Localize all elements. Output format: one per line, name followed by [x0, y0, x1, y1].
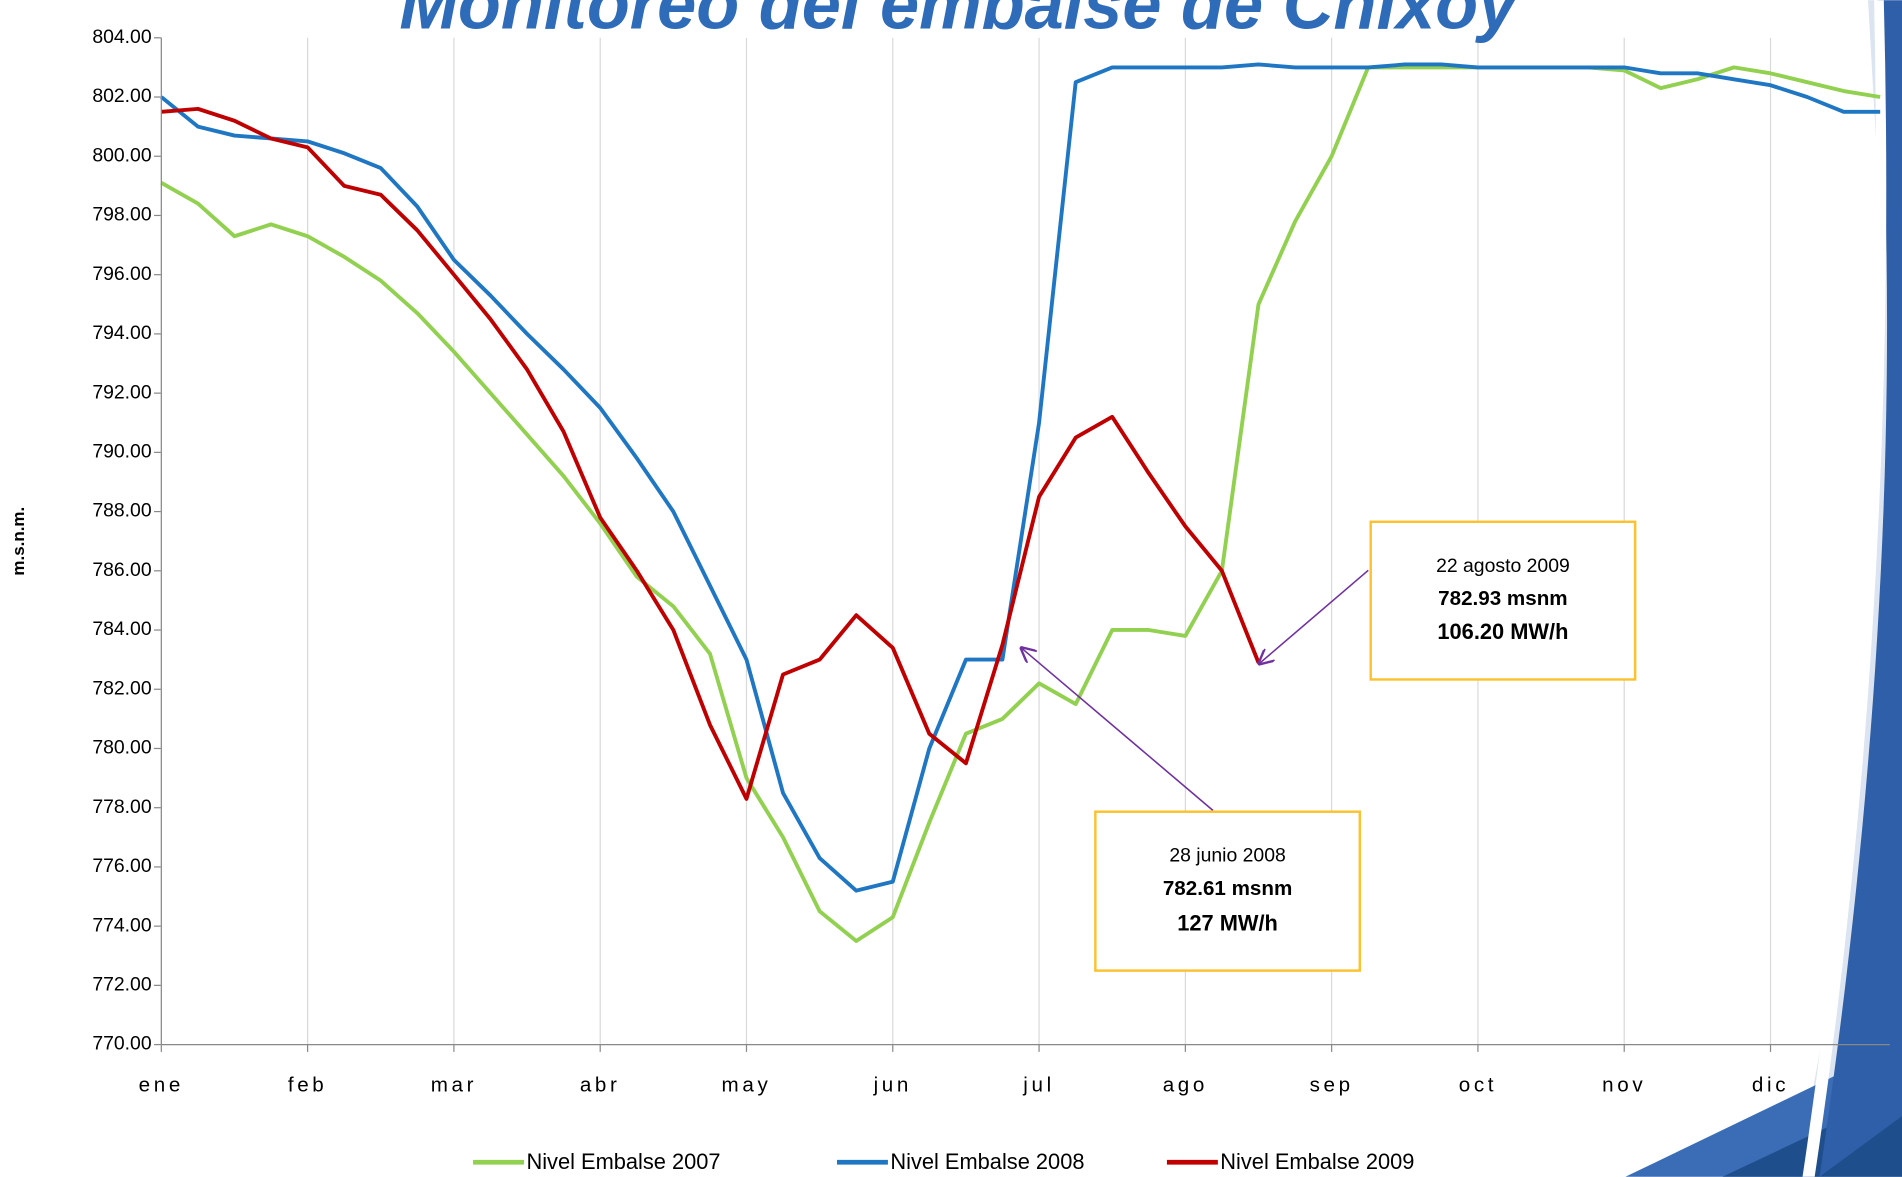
y-tick-label: 792.00 — [92, 381, 152, 403]
y-tick-label: 804.00 — [92, 26, 152, 48]
annotation-box — [1369, 520, 1637, 681]
annotation-text: 106.20 MW/h — [1437, 619, 1568, 644]
annotation-text: 782.61 msnm — [1163, 877, 1292, 900]
x-tick-label: ene — [139, 1073, 184, 1096]
legend-label: Nivel Embalse 2009 — [1220, 1149, 1414, 1174]
x-tick-label: nov — [1602, 1073, 1646, 1096]
legend-label: Nivel Embalse 2008 — [890, 1149, 1084, 1174]
x-tick-label: mar — [431, 1073, 477, 1096]
y-tick-label: 790.00 — [92, 440, 152, 462]
x-tick-label: oct — [1459, 1073, 1497, 1096]
x-tick-label: jun — [873, 1073, 912, 1096]
annotation-text: 127 MW/h — [1177, 910, 1278, 935]
x-tick-label: ago — [1163, 1073, 1208, 1096]
annotation-arrow — [1021, 648, 1214, 812]
x-tick-label: feb — [288, 1073, 328, 1096]
chart-title: Monitoreo del embalse de Chixoy — [399, 0, 1521, 43]
y-tick-label: 798.00 — [92, 204, 152, 226]
annotation-box — [1094, 810, 1361, 972]
y-tick-label: 802.00 — [92, 85, 152, 107]
annotation-text: 28 junio 2008 — [1169, 845, 1285, 867]
y-tick-label: 794.00 — [92, 322, 152, 344]
y-tick-label: 788.00 — [92, 500, 152, 522]
annotation-arrow — [1259, 569, 1369, 663]
annotation-text: 782.93 msnm — [1438, 587, 1567, 610]
annotation-text: 22 agosto 2009 — [1436, 555, 1570, 577]
y-tick-label: 786.00 — [92, 559, 152, 581]
x-tick-label: abr — [580, 1073, 621, 1096]
x-tick-label: jul — [1022, 1073, 1055, 1096]
y-tick-label: 784.00 — [92, 618, 152, 640]
line-series — [160, 65, 1881, 943]
x-tick-label: dic — [1752, 1073, 1789, 1096]
legend-label: Nivel Embalse 2007 — [526, 1149, 720, 1174]
y-axis-label: m.s.n.m. — [9, 507, 28, 576]
line-series — [161, 106, 1261, 801]
y-tick-label: 782.00 — [92, 677, 152, 699]
y-tick-label: 800.00 — [92, 144, 152, 166]
line-series — [160, 62, 1881, 893]
y-tick-label: 776.00 — [92, 855, 152, 877]
y-tick-label: 772.00 — [92, 973, 152, 995]
y-tick-label: 774.00 — [92, 914, 152, 936]
y-tick-label: 770.00 — [92, 1033, 152, 1055]
x-tick-label: may — [722, 1073, 772, 1096]
y-tick-label: 778.00 — [92, 796, 152, 818]
decoration — [1802, 0, 1887, 1177]
decoration — [1819, 0, 1902, 1177]
y-tick-label: 780.00 — [92, 737, 152, 759]
y-tick-label: 796.00 — [92, 263, 152, 285]
x-tick-label: sep — [1310, 1073, 1354, 1096]
